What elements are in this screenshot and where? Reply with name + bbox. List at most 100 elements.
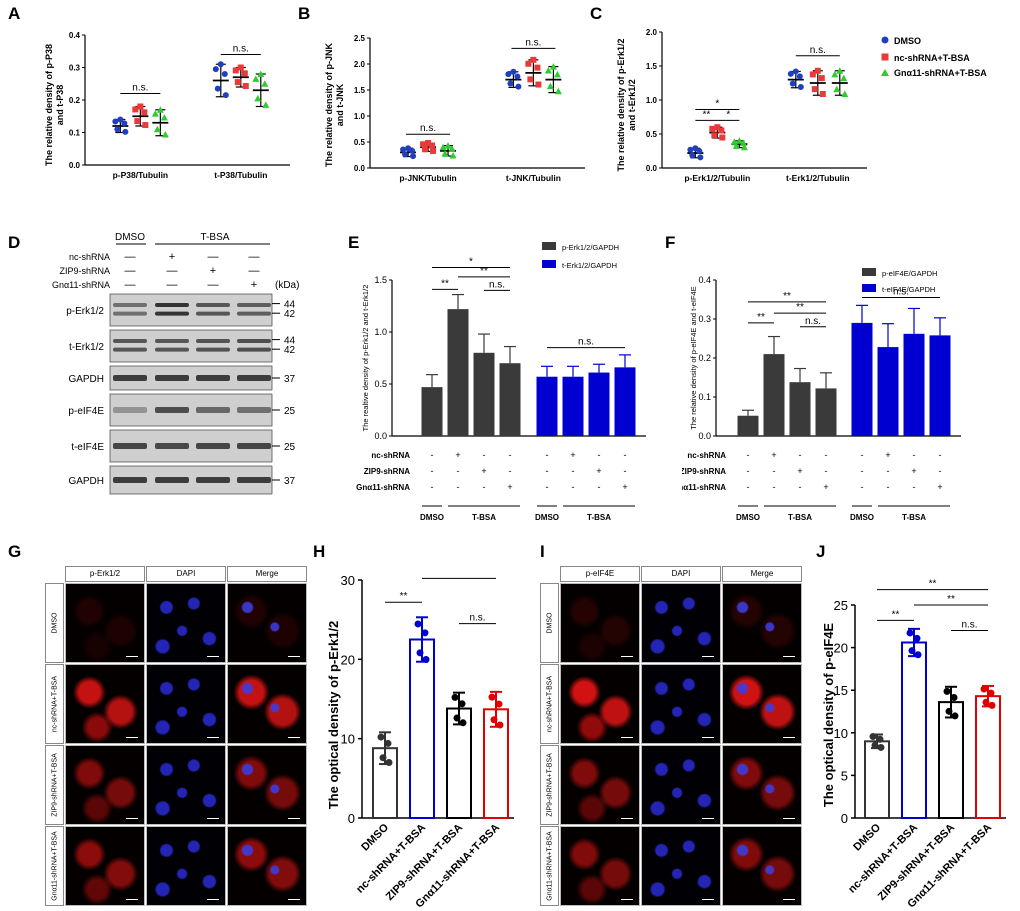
- treatment-sign: -: [861, 450, 864, 460]
- treatment-sign: -: [431, 450, 434, 460]
- scale-bar: [702, 899, 714, 900]
- blot-band: [237, 302, 271, 307]
- bar: [815, 388, 837, 436]
- data-point: [458, 700, 466, 708]
- bar: [499, 363, 521, 436]
- data-point: [262, 101, 270, 108]
- bar: [903, 333, 925, 436]
- data-point: [739, 139, 747, 146]
- panel-g-micrographs: p-Erk1/2 DAPI Merge DMSO nc-shRNA+T-BSA ZI…: [45, 566, 310, 906]
- blot-band: [196, 347, 230, 352]
- data-point: [420, 141, 427, 148]
- micrograph-row-label: nc-shRNA+T-BSA: [45, 664, 64, 744]
- data-point: [422, 655, 430, 663]
- data-point: [257, 70, 265, 77]
- scale-bar: [207, 899, 219, 900]
- treatment-sign: +: [169, 251, 175, 263]
- data-point: [400, 146, 407, 153]
- treatment-sign: +: [797, 466, 802, 476]
- scale-bar: [783, 737, 795, 738]
- treatment-sign: -: [773, 482, 776, 492]
- scale-bar: [621, 818, 633, 819]
- data-point: [212, 66, 219, 73]
- blot-band: [237, 477, 271, 483]
- significance-label: **: [480, 266, 488, 277]
- treatment-sign: +: [911, 466, 916, 476]
- treatment-sign: -: [509, 466, 512, 476]
- e-condition-table: nc-shRNA - + - - - + - - ZIP9-shRNA - - + - - - + - Gnα11-…: [356, 450, 635, 522]
- kda-marker: 44: [284, 336, 296, 347]
- data-point: [809, 71, 816, 78]
- a-axes: 0.0 0.1 0.2 0.3 0.4 p-P38/Tubulin t-P38/Tubuli…: [69, 31, 290, 180]
- treatment-sign: -: [939, 466, 942, 476]
- ytick-label: 10: [834, 726, 848, 741]
- blot-band: [113, 338, 147, 343]
- blot-label: t-Erk1/2: [69, 342, 104, 353]
- kda-marker: 37: [284, 476, 296, 487]
- panel-e-chart: The realtive density of p-Erk1/2 and t-E…: [356, 242, 646, 522]
- x-category-label: DMSO: [851, 821, 883, 853]
- blot-band: [196, 443, 230, 449]
- micrograph-image: [722, 664, 802, 744]
- group-label: DMSO: [850, 513, 874, 522]
- f-legend-marker-t: [862, 284, 876, 292]
- h-axes: 0102030DMSOnc-shRNA+T-BSAZIP9-shRNA+T-BS…: [341, 575, 514, 910]
- ytick-label: 15: [834, 683, 848, 698]
- blot-band: [237, 443, 271, 449]
- micrograph-image: [65, 583, 145, 663]
- blot-band: [155, 311, 189, 316]
- treatment-sign: -: [457, 482, 460, 492]
- micrograph-image: [227, 664, 307, 744]
- blot-band: [155, 477, 189, 483]
- legend-marker-gna: [881, 69, 889, 76]
- blot-strip: [109, 329, 273, 363]
- micrograph-image: [641, 826, 721, 906]
- significance-label: **: [702, 109, 710, 120]
- treatment-sign: +: [823, 482, 828, 492]
- data-point: [840, 74, 848, 82]
- ytick-label: 0.1: [69, 129, 81, 138]
- group-label: DMSO: [420, 513, 444, 522]
- blot-band: [237, 347, 271, 352]
- data-point: [718, 127, 725, 134]
- blot-label: GAPDH: [68, 476, 104, 487]
- panel-letter-c: C: [590, 4, 603, 23]
- c-ylabel-1: The relative density of p-Erk1/2: [616, 38, 626, 171]
- data-point: [132, 106, 139, 113]
- scale-bar: [702, 737, 714, 738]
- i-col-merge: Merge: [722, 566, 802, 582]
- group-label: T-BSA: [472, 513, 496, 522]
- g-col-dapi: DAPI: [146, 566, 226, 582]
- scale-bar: [621, 737, 633, 738]
- treatment-sign: -: [799, 482, 802, 492]
- i-col-dapi: DAPI: [641, 566, 721, 582]
- legend-gna: Gnα11-shRNA+T-BSA: [894, 68, 987, 78]
- significance-label: n.s.: [469, 613, 485, 624]
- treatment-sign: -: [747, 482, 750, 492]
- significance-label: n.s.: [893, 287, 909, 298]
- significance-label: *: [726, 109, 730, 120]
- d-group-tbsa: T-BSA: [201, 232, 230, 243]
- significance-label: *: [715, 99, 719, 110]
- micrograph-image: [227, 583, 307, 663]
- bar: [473, 352, 495, 436]
- panel-a-chart: The relative density of p-P38 and t-P38 …: [44, 31, 290, 180]
- significance-label: n.s.: [578, 337, 594, 348]
- treatment-sign: —: [125, 265, 136, 277]
- treatment-sign: +: [455, 450, 460, 460]
- condition-row-label: Gnα11-shRNA: [682, 483, 726, 492]
- significance-label: **: [892, 609, 900, 620]
- treatment-sign: -: [861, 466, 864, 476]
- bar: [588, 372, 610, 436]
- panel-b-chart: The relative density of p-JNK and t-JNK …: [324, 34, 585, 183]
- data-point: [252, 75, 260, 82]
- f-axes: 0.00.10.20.30.4******n.s.n.s.: [698, 275, 961, 441]
- data-point: [515, 83, 522, 90]
- data-point: [441, 149, 449, 157]
- treatment-sign: -: [913, 482, 916, 492]
- data-point: [796, 73, 803, 80]
- data-point: [906, 629, 914, 637]
- scale-bar: [207, 737, 219, 738]
- data-point: [496, 721, 504, 729]
- significance-label: n.s.: [810, 45, 826, 56]
